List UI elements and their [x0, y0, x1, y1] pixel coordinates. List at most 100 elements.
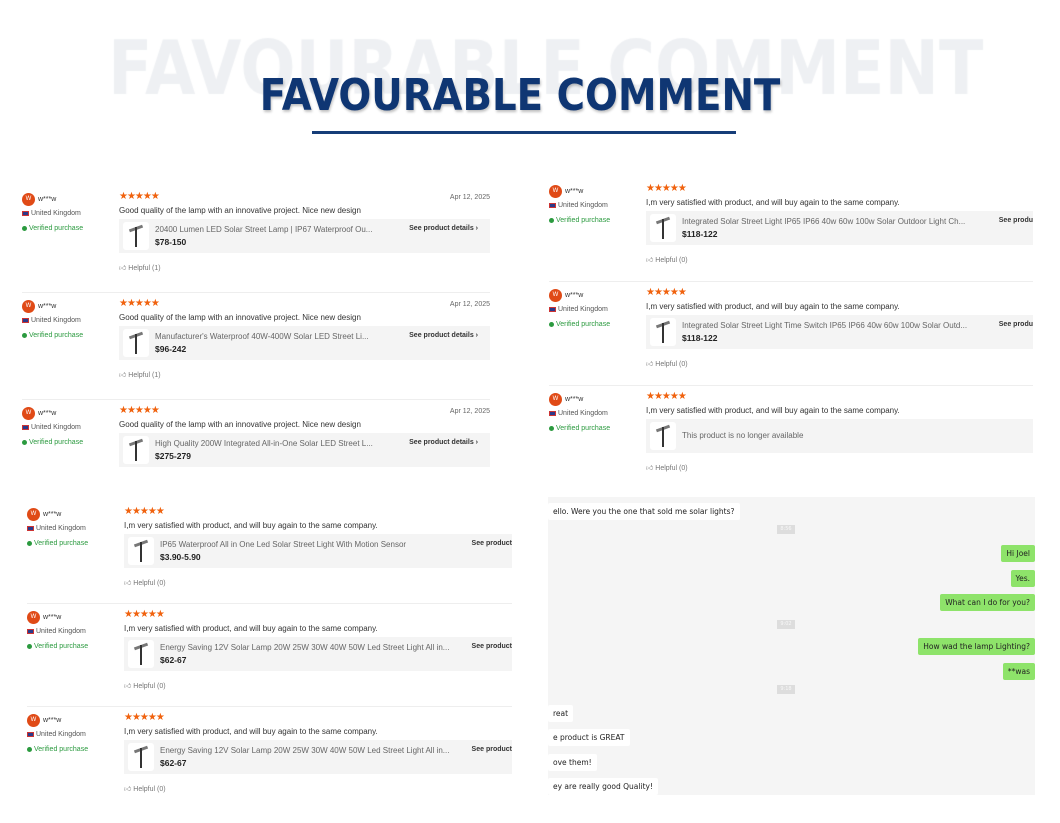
helpful-button[interactable]: 👍︎ Helpful (0): [646, 257, 688, 264]
helpful-button[interactable]: 👍︎ Helpful (1): [119, 372, 161, 379]
reviewer-name: w***w: [38, 196, 57, 203]
product-box[interactable]: IP65 Waterproof All in One Led Solar Str…: [124, 534, 512, 568]
star-rating: ★★★★★: [646, 287, 687, 298]
review-card: W w***w United Kingdom Verified purchase…: [22, 399, 490, 487]
product-box[interactable]: Integrated Solar Street Light IP65 IP66 …: [646, 211, 1033, 245]
reviewer-country: United Kingdom: [549, 202, 608, 209]
product-thumbnail: [123, 329, 149, 357]
reviewer-country: United Kingdom: [27, 731, 86, 738]
see-product-details-link[interactable]: See product: [467, 643, 512, 650]
review-text: I,m very satisfied with product, and wil…: [124, 624, 378, 633]
product-thumbnail: [123, 436, 149, 464]
see-product-details-link[interactable]: See product details ›: [405, 225, 478, 232]
review-card: W w***w United Kingdom Verified purchase…: [27, 603, 512, 691]
product-price: $3.90-5.90: [160, 552, 201, 562]
thumbs-up-icon: 👍︎: [646, 257, 654, 264]
helpful-button[interactable]: 👍︎ Helpful (0): [124, 580, 166, 587]
helpful-button[interactable]: 👍︎ Helpful (1): [119, 265, 161, 272]
reviewer-name: w***w: [565, 188, 584, 195]
reviewer-name: w***w: [565, 396, 584, 403]
reviewer-name: w***w: [38, 410, 57, 417]
product-price: $275-279: [155, 451, 191, 461]
reviewer-country: United Kingdom: [549, 306, 608, 313]
product-price: $118-122: [682, 333, 718, 343]
product-box[interactable]: 20400 Lumen LED Solar Street Lamp | IP67…: [119, 219, 490, 253]
reviewer-name: w***w: [43, 511, 62, 518]
review-text: Good quality of the lamp with an innovat…: [119, 206, 361, 215]
avatar: W: [27, 611, 40, 624]
product-thumbnail: [128, 537, 154, 565]
thumbs-up-icon: 👍︎: [119, 265, 127, 272]
reviewer-country: United Kingdom: [549, 410, 608, 417]
divider: [27, 603, 512, 604]
review-card: W w***w United Kingdom Verified purchase…: [549, 385, 1033, 473]
chat-timestamp: 8:56: [777, 525, 795, 534]
chat-message-incoming: ello. Were you the one that sold me sola…: [548, 503, 740, 520]
avatar: W: [22, 407, 35, 420]
check-icon: [22, 332, 27, 338]
see-product-details-link[interactable]: See product details ›: [405, 332, 478, 339]
uk-flag-icon: [22, 210, 29, 216]
reviewer-country: United Kingdom: [27, 628, 86, 635]
verified-badge: Verified purchase: [22, 225, 83, 232]
helpful-button[interactable]: 👍︎ Helpful (0): [646, 465, 688, 472]
product-name: This product is no longer available: [682, 431, 804, 440]
title-underline: [312, 131, 736, 134]
reviewer-name: w***w: [565, 292, 584, 299]
divider: [22, 292, 490, 293]
product-box[interactable]: High Quality 200W Integrated All-in-One …: [119, 433, 490, 467]
review-card: W w***w United Kingdom Verified purchase…: [22, 292, 490, 380]
uk-flag-icon: [27, 628, 34, 634]
divider: [22, 399, 490, 400]
chat-message-incoming: ey are really good Quality!: [548, 778, 658, 795]
chat-message-incoming: reat: [548, 705, 574, 722]
helpful-button[interactable]: 👍︎ Helpful (0): [124, 683, 166, 690]
chat-message-outgoing: How wad the lamp Lighting?: [918, 638, 1035, 655]
review-date: Apr 12, 2025: [449, 408, 490, 415]
verified-badge: Verified purchase: [549, 321, 610, 328]
product-box[interactable]: This product is no longer available: [646, 419, 1033, 453]
see-product-details-link[interactable]: See product details ›: [405, 439, 478, 446]
star-rating: ★★★★★: [124, 712, 165, 723]
divider: [549, 281, 1033, 282]
chat-message-outgoing: Hi Joel: [1001, 545, 1035, 562]
thumbs-up-icon: 👍︎: [646, 361, 654, 368]
chat-message-outgoing: What can I do for you?: [940, 594, 1035, 611]
star-rating: ★★★★★: [646, 183, 687, 194]
product-name: High Quality 200W Integrated All-in-One …: [155, 439, 373, 448]
product-name: IP65 Waterproof All in One Led Solar Str…: [160, 540, 407, 549]
product-box[interactable]: Integrated Solar Street Light Time Switc…: [646, 315, 1033, 349]
review-text: I,m very satisfied with product, and wil…: [646, 302, 900, 311]
review-card: W w***w United Kingdom Verified purchase…: [27, 706, 512, 794]
star-rating: ★★★★★: [119, 191, 160, 202]
verified-badge: Verified purchase: [22, 332, 83, 339]
star-rating: ★★★★★: [119, 405, 160, 416]
check-icon: [27, 643, 32, 649]
uk-flag-icon: [22, 317, 29, 323]
see-product-details-link[interactable]: See product: [467, 746, 512, 753]
verified-badge: Verified purchase: [27, 540, 88, 547]
reviewer-country: United Kingdom: [22, 210, 81, 217]
uk-flag-icon: [27, 525, 34, 531]
helpful-button[interactable]: 👍︎ Helpful (0): [646, 361, 688, 368]
product-price: $96-242: [155, 344, 187, 354]
helpful-button[interactable]: 👍︎ Helpful (0): [124, 786, 166, 793]
product-box[interactable]: Energy Saving 12V Solar Lamp 20W 25W 30W…: [124, 637, 512, 671]
review-text: Good quality of the lamp with an innovat…: [119, 420, 361, 429]
chat-message-incoming: e product is GREAT: [548, 729, 630, 746]
reviewer-name: w***w: [43, 717, 62, 724]
star-rating: ★★★★★: [646, 391, 687, 402]
verified-badge: Verified purchase: [27, 746, 88, 753]
product-name: Energy Saving 12V Solar Lamp 20W 25W 30W…: [160, 746, 450, 755]
avatar: W: [22, 300, 35, 313]
see-product-details-link[interactable]: See produ: [994, 321, 1033, 328]
product-thumbnail: [650, 318, 676, 346]
review-text: I,m very satisfied with product, and wil…: [646, 198, 900, 207]
chat-timestamp: 9:18: [777, 685, 795, 694]
see-product-details-link[interactable]: See produ: [994, 217, 1033, 224]
product-thumbnail: [650, 422, 676, 450]
product-box[interactable]: Manufacturer's Waterproof 40W-400W Solar…: [119, 326, 490, 360]
review-date: Apr 12, 2025: [449, 301, 490, 308]
see-product-details-link[interactable]: See product: [467, 540, 512, 547]
product-box[interactable]: Energy Saving 12V Solar Lamp 20W 25W 30W…: [124, 740, 512, 774]
